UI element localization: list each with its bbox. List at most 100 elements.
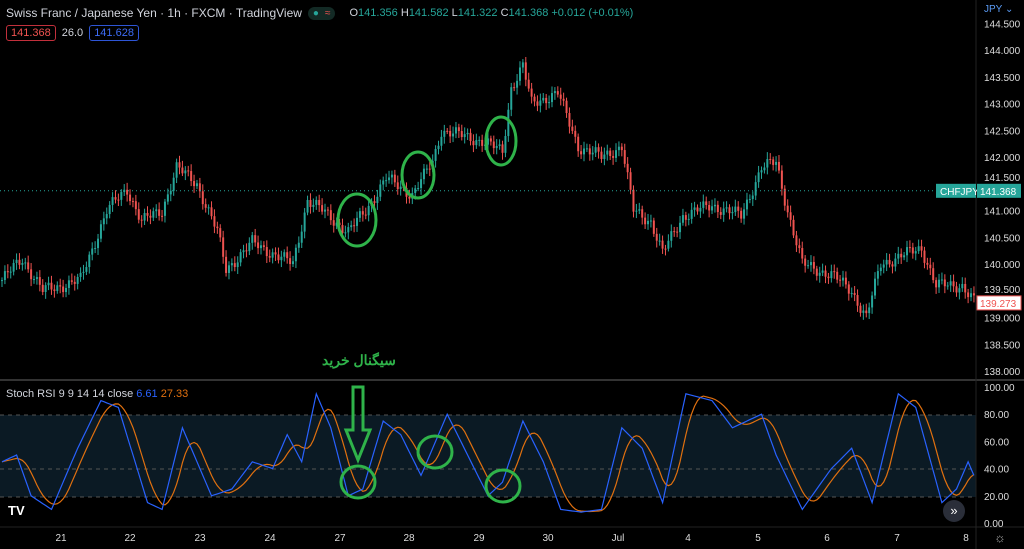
candle-body — [457, 127, 460, 132]
candle-body — [155, 209, 158, 212]
candle-body — [382, 180, 385, 185]
candle-body — [658, 240, 661, 242]
candle-body — [259, 245, 262, 249]
candle-body — [536, 101, 539, 106]
low-price-bg — [976, 295, 1022, 311]
candle-body — [114, 197, 117, 200]
candle-body — [949, 281, 952, 286]
candle-body — [728, 207, 731, 214]
candle-body — [632, 189, 635, 212]
price-tick: 142.500 — [984, 126, 1021, 137]
candle-body — [786, 205, 789, 213]
candle-body — [673, 231, 676, 233]
candle-body — [597, 147, 600, 152]
sell-button[interactable]: 141.368 — [6, 25, 56, 41]
candle-body — [251, 235, 254, 243]
candle-body — [734, 206, 737, 213]
candle-body — [926, 262, 929, 265]
candle-body — [725, 207, 728, 209]
candle-body — [545, 97, 548, 104]
candle-body — [612, 156, 615, 158]
candle-body — [30, 269, 33, 280]
candle-body — [807, 265, 810, 267]
candle-body — [844, 277, 847, 285]
symbol-title[interactable]: Swiss Franc / Japanese Yen · 1h · FXCM ·… — [6, 6, 302, 20]
candle-body — [350, 225, 353, 228]
price-tick: 142.000 — [984, 153, 1021, 164]
candle-body — [222, 237, 225, 257]
candle-body — [874, 278, 876, 296]
candle-body — [940, 279, 943, 281]
candle-body — [294, 247, 297, 262]
candle-body — [804, 258, 807, 266]
candle-body — [393, 174, 396, 183]
price-tick: 141.500 — [984, 173, 1021, 184]
price-tick: 140.500 — [984, 233, 1021, 244]
price-tick: 143.000 — [984, 100, 1021, 111]
candle-body — [452, 133, 455, 137]
candle-body — [711, 206, 714, 211]
time-tick: 8 — [963, 533, 969, 544]
candle-body — [15, 259, 18, 263]
settings-icon[interactable]: ☼ — [994, 530, 1006, 545]
signal-circle — [416, 434, 454, 470]
candle-body — [748, 199, 751, 201]
symbol-label-bg — [936, 183, 976, 198]
candle-body — [111, 197, 114, 205]
candle-body — [190, 171, 193, 182]
candle-body — [353, 225, 356, 227]
buy-button[interactable]: 141.628 — [89, 25, 139, 41]
time-tick: 23 — [194, 533, 206, 544]
indicator-legend[interactable]: Stoch RSI 9 9 14 14 close 6.61 27.33 — [6, 388, 189, 400]
candle-body — [559, 94, 562, 99]
time-tick: 24 — [264, 533, 276, 544]
candle-body — [824, 270, 827, 277]
candle-body — [414, 188, 417, 193]
candle-body — [99, 224, 102, 239]
candle-body — [518, 67, 521, 81]
scroll-to-realtime-button[interactable]: » — [943, 500, 965, 522]
spread: 26.0 — [61, 27, 84, 39]
candle-body — [24, 262, 27, 264]
tradingview-logo: TV — [8, 503, 25, 518]
candle-body — [262, 245, 265, 248]
candle-body — [425, 168, 428, 170]
candle-body — [513, 87, 516, 89]
candle-body — [210, 207, 213, 217]
candle-body — [475, 140, 478, 146]
candle-body — [292, 261, 294, 265]
candle-body — [33, 279, 36, 281]
candle-body — [815, 268, 818, 276]
candle-body — [623, 150, 626, 164]
candle-body — [577, 136, 580, 152]
currency-selector[interactable]: JPY ⌄ — [984, 4, 1014, 15]
candle-body — [894, 258, 897, 267]
candle-body — [163, 201, 166, 216]
candle-body — [917, 246, 920, 252]
time-tick: 7 — [894, 533, 900, 544]
market-status[interactable]: ● ≈ — [307, 6, 336, 20]
candle-body — [335, 222, 338, 226]
down-arrow-icon — [343, 385, 373, 465]
candle-body — [271, 252, 274, 258]
ohlc-readout: O141.356 H141.582 L141.322 C141.368 +0.0… — [349, 7, 634, 19]
candle-body — [268, 256, 271, 258]
candle-body — [635, 210, 638, 212]
candle-body — [769, 159, 772, 161]
candle-body — [417, 188, 420, 190]
candle-body — [679, 222, 682, 233]
candle-body — [792, 219, 795, 236]
signal-circle — [484, 115, 518, 167]
candle-body — [795, 235, 798, 246]
candle-body — [754, 182, 757, 196]
candle-body — [35, 277, 38, 280]
candle-body — [946, 285, 949, 287]
candle-body — [341, 225, 344, 234]
candle-body — [661, 240, 664, 249]
candle-body — [1, 280, 3, 282]
candle-body — [550, 93, 553, 103]
candle-body — [967, 292, 970, 298]
candle-body — [932, 268, 935, 281]
candle-body — [213, 216, 216, 227]
